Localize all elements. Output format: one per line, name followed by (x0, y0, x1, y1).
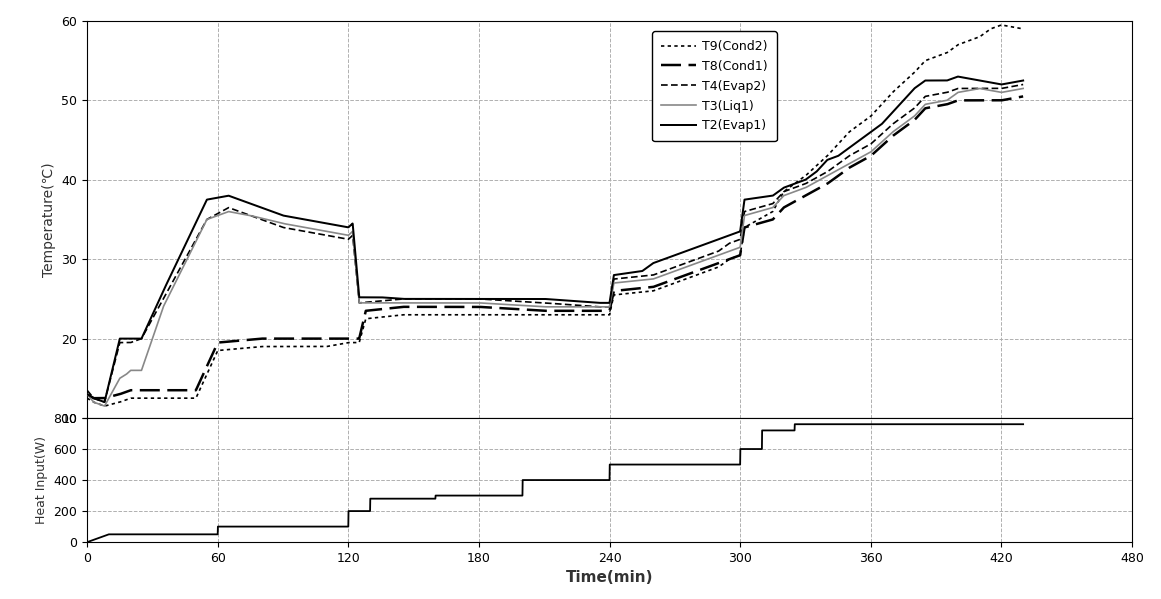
Line: T4(Evap2): T4(Evap2) (87, 84, 1023, 402)
T4(Evap2) (634, 273, 648, 280)
T9(Cond2) (824, 148, 838, 155)
T9(Cond2) (675, 277, 688, 284)
T3(Liq1) (1016, 85, 1030, 92)
T8(Cond1) (1016, 93, 1030, 100)
Legend: T9(Cond2), T8(Cond1), T4(Evap2), T3(Liq1), T2(Evap1): T9(Cond2), T8(Cond1), T4(Evap2), T3(Liq1… (652, 31, 777, 141)
T4(Evap2) (98, 398, 111, 406)
T9(Cond2) (995, 22, 1009, 29)
T3(Liq1) (774, 195, 788, 202)
T3(Liq1) (80, 391, 94, 398)
Y-axis label: Heat Input(W): Heat Input(W) (35, 436, 48, 524)
T2(Evap1) (951, 73, 965, 80)
T8(Cond1) (824, 177, 838, 184)
T9(Cond2) (80, 395, 94, 402)
X-axis label: Time(min): Time(min) (565, 570, 654, 585)
T8(Cond1) (80, 391, 94, 398)
T8(Cond1) (774, 207, 788, 214)
T2(Evap1) (824, 155, 838, 162)
T9(Cond2) (634, 289, 648, 296)
T9(Cond2) (774, 193, 788, 200)
Line: T3(Liq1): T3(Liq1) (87, 89, 1023, 406)
T9(Cond2) (128, 395, 142, 402)
T8(Cond1) (128, 386, 142, 394)
T4(Evap2) (1016, 81, 1030, 88)
T3(Liq1) (824, 170, 838, 177)
Y-axis label: Temperature(℃): Temperature(℃) (42, 162, 56, 277)
T9(Cond2) (1016, 25, 1030, 32)
T3(Liq1) (419, 300, 433, 307)
T4(Evap2) (774, 191, 788, 198)
T2(Evap1) (1016, 77, 1030, 84)
T2(Evap1) (80, 391, 94, 398)
T3(Liq1) (675, 265, 688, 272)
T2(Evap1) (675, 249, 688, 256)
T4(Evap2) (824, 165, 838, 173)
Line: T9(Cond2): T9(Cond2) (87, 25, 1023, 406)
T4(Evap2) (128, 338, 142, 345)
T4(Evap2) (80, 386, 94, 394)
T8(Cond1) (87, 395, 101, 402)
T9(Cond2) (419, 311, 433, 319)
T2(Evap1) (128, 335, 142, 342)
T8(Cond1) (419, 303, 433, 310)
T3(Liq1) (634, 277, 648, 284)
T2(Evap1) (419, 295, 433, 302)
T3(Liq1) (98, 403, 111, 410)
T2(Evap1) (98, 398, 111, 406)
T4(Evap2) (675, 261, 688, 268)
T8(Cond1) (675, 273, 688, 280)
Line: T2(Evap1): T2(Evap1) (87, 77, 1023, 402)
T9(Cond2) (98, 403, 111, 410)
T3(Liq1) (128, 367, 142, 374)
T8(Cond1) (634, 285, 648, 292)
T4(Evap2) (419, 295, 433, 302)
T2(Evap1) (634, 268, 648, 275)
Line: T8(Cond1): T8(Cond1) (87, 96, 1023, 398)
T2(Evap1) (774, 186, 788, 193)
